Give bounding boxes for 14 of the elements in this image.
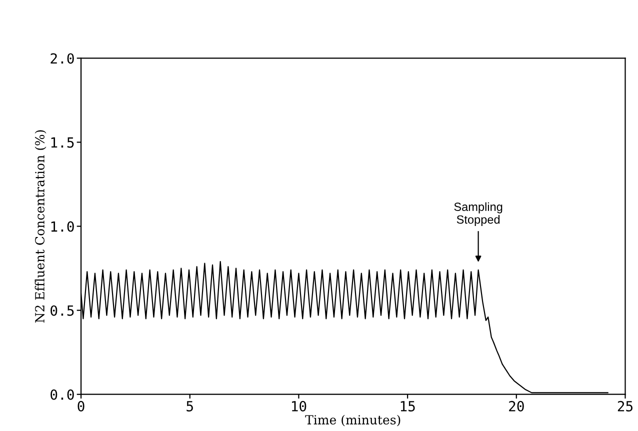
y-tick-label: 0.5	[50, 305, 74, 316]
y-tick-label: 0.0	[50, 389, 74, 400]
x-tick-label: 0	[78, 400, 84, 412]
x-tick-label: 15	[400, 401, 415, 412]
x-axis-title: Time (minutes)	[305, 414, 400, 426]
x-tick-label: 10	[292, 400, 306, 412]
x-tick-label: 5	[186, 401, 193, 412]
x-tick-label: 25	[618, 400, 632, 412]
y-axis-title: N2 Effluent Concentration (%)	[34, 130, 46, 323]
annotation: Sampling Stopped	[454, 202, 502, 226]
y-tick-label: 1.5	[51, 137, 74, 148]
y-tick-label: 1.0	[51, 221, 74, 232]
y-tick-label: 2.0	[50, 53, 74, 64]
x-tick-label: 20	[509, 400, 524, 412]
